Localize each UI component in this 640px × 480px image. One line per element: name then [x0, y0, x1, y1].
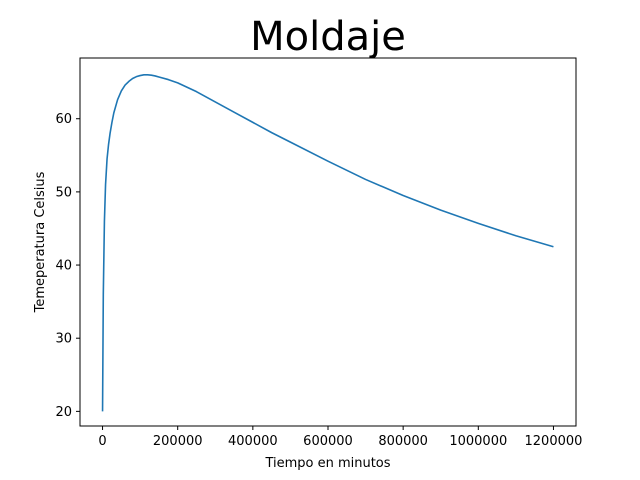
- x-tick-label: 0: [98, 434, 106, 449]
- x-tick-label: 1000000: [449, 434, 507, 449]
- x-tick-label: 1200000: [525, 434, 583, 449]
- x-tick-label: 800000: [378, 434, 428, 449]
- y-tick-label: 50: [55, 185, 72, 200]
- y-tick-label: 30: [55, 332, 72, 347]
- y-axis: 20 30 40 50 60: [55, 112, 80, 420]
- y-tick-label: 40: [55, 259, 72, 274]
- axes-frame: [79, 57, 577, 427]
- x-axis: 0 200000 400000 600000 800000 1000000 1200000: [98, 426, 582, 449]
- y-tick-label: 60: [55, 112, 72, 127]
- y-axis-label: Temeperatura Celsius: [33, 171, 48, 313]
- series-line: [101, 74, 554, 412]
- y-tick-label: 20: [55, 405, 72, 420]
- x-axis-label: Tiempo en minutos: [264, 456, 390, 471]
- plot-area: [101, 74, 554, 412]
- x-tick-label: 200000: [153, 434, 203, 449]
- chart-title: Moldaje: [250, 14, 406, 60]
- x-tick-label: 400000: [228, 434, 278, 449]
- x-tick-label: 600000: [303, 434, 353, 449]
